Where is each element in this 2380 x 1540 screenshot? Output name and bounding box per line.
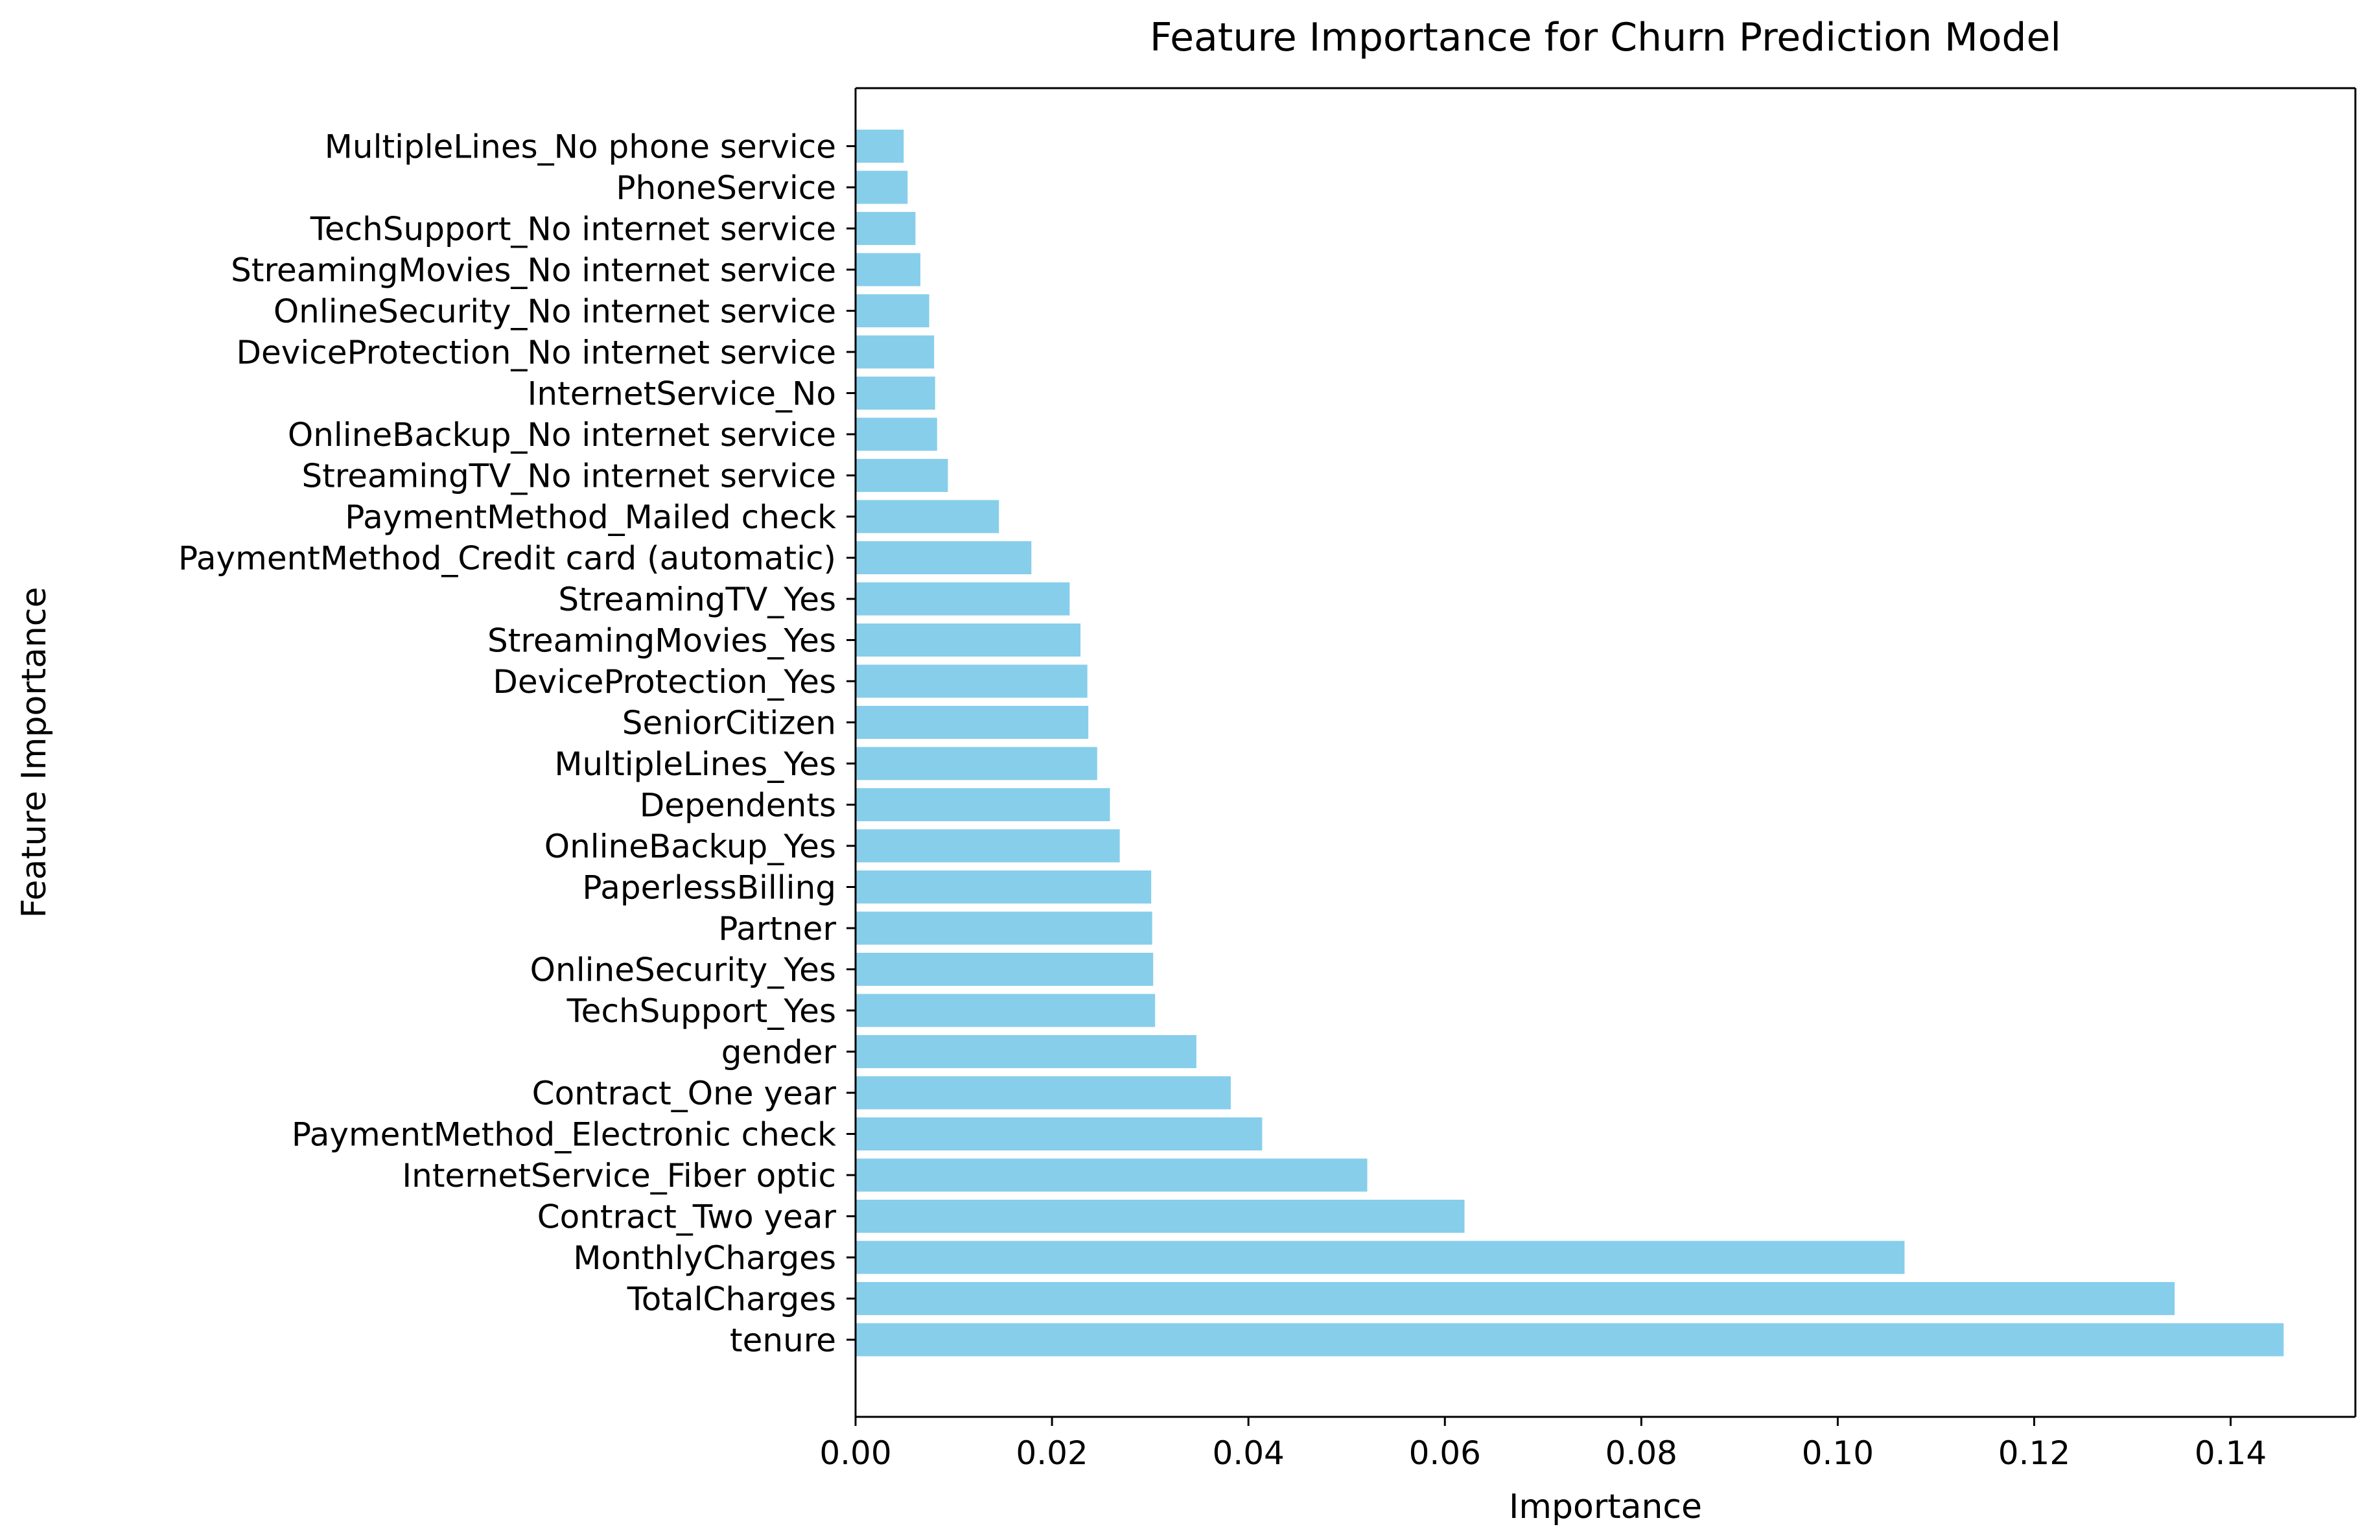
bar — [856, 459, 948, 492]
bar — [856, 500, 999, 533]
bar — [856, 870, 1152, 904]
y-tick-label: StreamingMovies_No internet service — [231, 251, 836, 289]
bar — [856, 994, 1156, 1027]
y-tick-label: TotalCharges — [627, 1281, 836, 1318]
y-tick-label: MonthlyCharges — [573, 1239, 836, 1277]
x-tick-label: 0.12 — [1998, 1434, 2070, 1472]
bars-group — [856, 130, 2284, 1357]
bar — [856, 294, 929, 327]
x-tick-label: 0.10 — [1802, 1434, 1874, 1472]
y-tick-labels: tenureTotalChargesMonthlyChargesContract… — [178, 128, 856, 1359]
y-tick-label: PhoneService — [616, 169, 836, 207]
x-tick-label: 0.14 — [2195, 1434, 2267, 1472]
bar — [856, 582, 1070, 616]
y-tick-label: PaymentMethod_Electronic check — [292, 1116, 836, 1154]
x-tick-label: 0.06 — [1409, 1434, 1481, 1472]
y-tick-label: PaperlessBilling — [582, 869, 836, 907]
y-tick-label: StreamingTV_No internet service — [301, 458, 836, 495]
bar — [856, 1200, 1465, 1233]
bar — [856, 1158, 1368, 1192]
bar — [856, 829, 1120, 863]
bar — [856, 1076, 1231, 1110]
bar — [856, 706, 1089, 739]
bar — [856, 417, 937, 451]
x-tick-label: 0.04 — [1212, 1434, 1284, 1472]
bar — [856, 1117, 1263, 1150]
y-tick-label: InternetService_No — [528, 375, 836, 413]
y-tick-label: PaymentMethod_Credit card (automatic) — [178, 540, 836, 578]
x-axis-label: Importance — [1509, 1488, 1702, 1526]
bar — [856, 1035, 1196, 1068]
bar — [856, 130, 904, 163]
y-tick-label: MultipleLines_No phone service — [325, 128, 836, 166]
y-tick-label: tenure — [730, 1322, 836, 1359]
bar — [856, 911, 1152, 945]
y-tick-label: OnlineBackup_No internet service — [288, 416, 836, 454]
bar — [856, 253, 921, 286]
y-tick-label: gender — [721, 1034, 837, 1071]
y-tick-label: TechSupport_No internet service — [310, 211, 836, 248]
y-tick-label: DeviceProtection_Yes — [493, 663, 836, 701]
y-axis-label: Feature Importance — [15, 587, 54, 918]
bar — [856, 1282, 2175, 1315]
y-tick-label: StreamingTV_Yes — [558, 581, 836, 618]
bar — [856, 1323, 2284, 1357]
bar — [856, 212, 916, 245]
bar — [856, 1241, 1905, 1274]
x-ticks: 0.00 0.02 0.04 0.06 0.08 0.10 0.12 0.14 — [819, 1417, 2267, 1472]
bar — [856, 170, 908, 204]
y-tick-label: Contract_Two year — [537, 1198, 837, 1236]
x-tick-label: 0.00 — [819, 1434, 891, 1472]
chart-title: Feature Importance for Churn Prediction … — [1150, 15, 2061, 60]
x-tick-label: 0.02 — [1016, 1434, 1088, 1472]
y-tick-label: PaymentMethod_Mailed check — [345, 498, 836, 536]
y-tick-label: Contract_One year — [532, 1075, 837, 1112]
bar — [856, 953, 1154, 986]
y-tick-label: StreamingMovies_Yes — [487, 622, 836, 660]
y-tick-label: MultipleLines_Yes — [554, 745, 836, 783]
bar — [856, 788, 1110, 821]
y-tick-label: InternetService_Fiber optic — [402, 1157, 836, 1195]
bar — [856, 624, 1081, 657]
y-tick-label: DeviceProtection_No internet service — [236, 334, 836, 371]
y-tick-label: TechSupport_Yes — [566, 992, 836, 1030]
y-tick-label: Partner — [718, 910, 836, 948]
bar — [856, 335, 935, 369]
y-tick-label: OnlineBackup_Yes — [544, 828, 836, 865]
y-tick-label: OnlineSecurity_Yes — [530, 951, 836, 989]
y-tick-label: Dependents — [640, 787, 836, 824]
x-tick-label: 0.08 — [1605, 1434, 1677, 1472]
bar — [856, 664, 1088, 698]
y-tick-label: SeniorCitizen — [622, 705, 836, 742]
bar — [856, 747, 1097, 780]
bar — [856, 541, 1032, 574]
y-tick-label: OnlineSecurity_No internet service — [274, 293, 836, 331]
bar — [856, 377, 935, 410]
